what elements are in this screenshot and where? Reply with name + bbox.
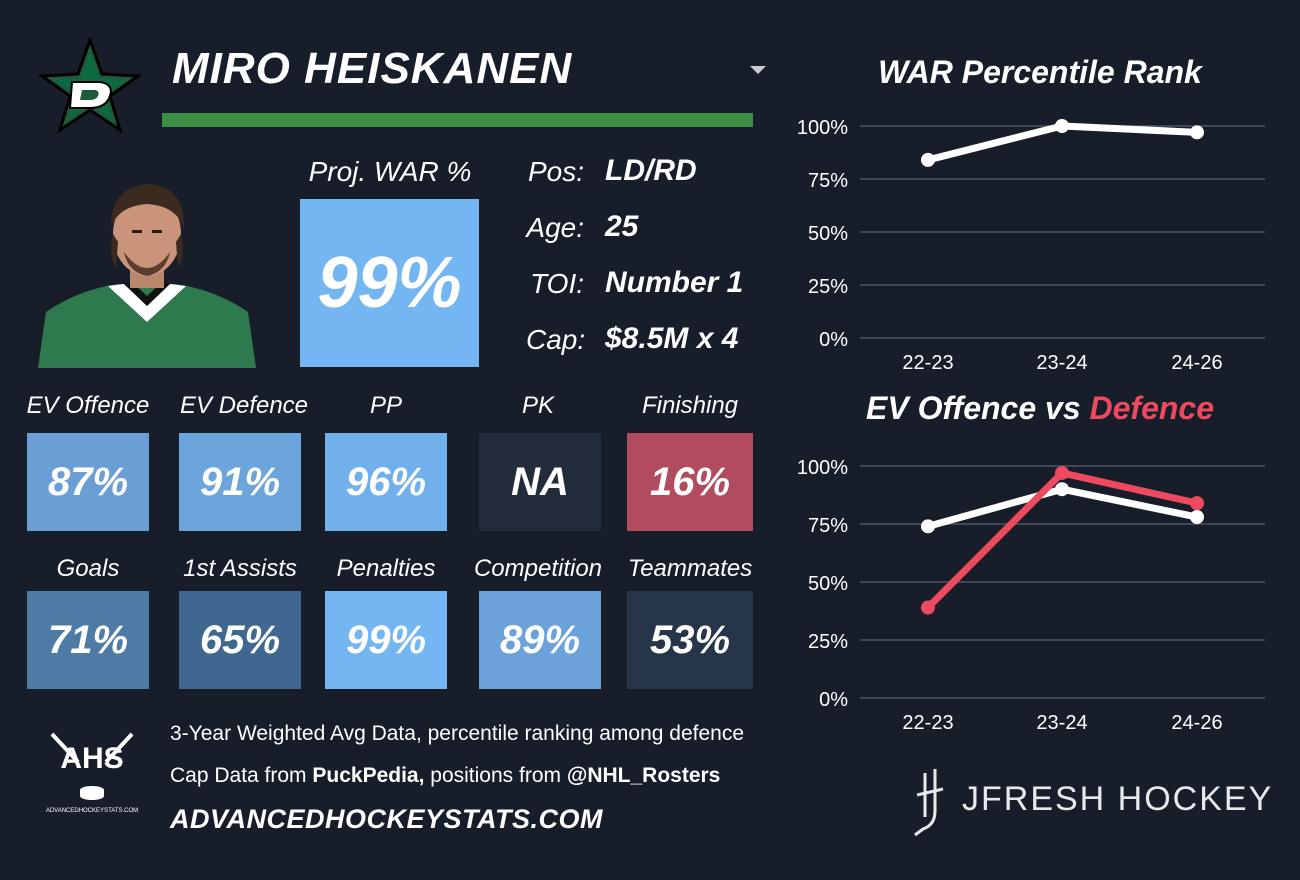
stat-box-competition: 89% (479, 591, 601, 689)
data-point (1055, 119, 1069, 133)
stat-value-goals: 71% (47, 617, 129, 662)
stat-label-ev-offence: EV Offence (26, 392, 150, 419)
stat-box-pk: NA (479, 433, 601, 531)
stat-value-1st-assists: 65% (199, 617, 281, 662)
data-point (1190, 125, 1204, 140)
x-tick-label: 23-24 (1036, 712, 1087, 734)
chevron-down-icon[interactable] (750, 66, 766, 74)
info-value-age: 25 (605, 210, 639, 243)
ahs-logo-subtext: ADVANCEDHOCKEYSTATS.COM (45, 808, 139, 814)
source-nhl-rosters: @NHL_Rosters (566, 764, 721, 787)
ev-offence-defence-chart: 0% 25% 50% 75% 100% 22-23 23-24 24-26 (797, 457, 1265, 734)
y-tick-label: 0% (819, 689, 848, 711)
stat-box-ev-defence: 91% (179, 433, 301, 531)
stat-label-ev-defence: EV Defence (179, 392, 309, 419)
footnote-line2: Cap Data from PuckPedia, positions from … (170, 764, 720, 788)
data-point (921, 519, 935, 534)
stat-value-pk: NA (511, 459, 569, 504)
stat-label-goals: Goals (56, 555, 120, 582)
y-tick-label: 100% (797, 457, 848, 479)
ahs-logo-text: AHS (60, 742, 124, 775)
y-tick-label: 50% (808, 573, 848, 595)
stat-value-pp: 96% (345, 459, 427, 504)
chart-title-ev-defence: Defence (1089, 390, 1215, 426)
stat-box-ev-offence: 87% (27, 433, 149, 531)
footnote-middle: positions from (424, 764, 567, 787)
chart-title-ev-offence: EV Offence vs (865, 390, 1090, 426)
stat-label-pk: PK (521, 392, 554, 419)
site-url[interactable]: ADVANCEDHOCKEYSTATS.COM (170, 804, 604, 834)
team-color-bar (162, 113, 753, 127)
x-tick-label: 24-26 (1171, 352, 1222, 374)
stat-box-teammates: 53% (627, 591, 753, 689)
data-point (1055, 465, 1069, 480)
player-photo (38, 172, 256, 368)
info-label-toi: TOI: (530, 268, 584, 299)
y-tick-label: 75% (808, 515, 848, 537)
chart-title-ev: EV Offence vs Defence (780, 390, 1300, 427)
stat-label-1st-assists: 1st Assists (183, 555, 297, 582)
stat-box-finishing: 16% (627, 433, 753, 531)
x-tick-label: 24-26 (1171, 712, 1222, 734)
team-logo (37, 38, 143, 134)
y-tick-label: 0% (819, 329, 848, 351)
jfresh-logo-icon (914, 769, 944, 837)
stat-label-penalties: Penalties (336, 555, 436, 582)
proj-war-value: 99% (317, 243, 462, 323)
info-label-pos: Pos: (527, 156, 584, 187)
chart-title-war: WAR Percentile Rank (878, 54, 1202, 90)
proj-war-label: Proj. WAR % (308, 156, 472, 187)
data-point (921, 152, 935, 167)
info-value-toi: Number 1 (605, 266, 744, 299)
x-tick-label: 22-23 (902, 352, 953, 374)
proj-war-box: 99% (300, 199, 479, 367)
footnote-line1: 3-Year Weighted Avg Data, percentile ran… (170, 722, 744, 745)
data-point (1190, 510, 1204, 525)
stat-value-teammates: 53% (649, 617, 731, 662)
y-tick-label: 75% (808, 170, 848, 192)
ahs-logo: AHS ADVANCEDHOCKEYSTATS.COM (38, 728, 146, 818)
stat-value-competition: 89% (499, 617, 581, 662)
y-tick-label: 100% (797, 117, 848, 139)
stat-label-competition: Competition (473, 555, 603, 582)
data-point (1055, 482, 1069, 497)
x-tick-label: 22-23 (902, 712, 953, 734)
stat-box-pp: 96% (325, 433, 447, 531)
stat-box-goals: 71% (27, 591, 149, 689)
footnote-prefix: Cap Data from (170, 764, 313, 787)
source-puckpedia: PuckPedia, (312, 764, 425, 787)
hockey-sticks-icon (50, 732, 134, 800)
info-value-cap: $8.5M x 4 (605, 322, 739, 355)
stat-label-pp: PP (369, 392, 402, 419)
stat-value-ev-offence: 87% (47, 459, 129, 504)
brand-name: JFRESH HOCKEY (962, 780, 1274, 818)
stat-box-1st-assists: 65% (179, 591, 301, 689)
stat-box-penalties: 99% (325, 591, 447, 689)
data-point (1190, 496, 1204, 511)
stat-label-finishing: Finishing (641, 392, 739, 419)
info-label-cap: Cap: (526, 324, 586, 355)
stat-label-teammates: Teammates (627, 555, 753, 582)
y-tick-label: 25% (808, 276, 848, 298)
info-label-age: Age: (526, 212, 584, 243)
player-name: MIRO HEISKANEN (172, 44, 573, 93)
stat-value-ev-defence: 91% (199, 459, 281, 504)
war-percentile-chart: 0% 25% 50% 75% 100% 22-23 23-24 24-26 (797, 117, 1265, 374)
info-value-pos: LD/RD (605, 154, 697, 187)
x-tick-label: 23-24 (1036, 352, 1087, 374)
stat-value-penalties: 99% (345, 617, 427, 662)
data-point (921, 600, 935, 615)
y-tick-label: 25% (808, 631, 848, 653)
stat-value-finishing: 16% (649, 459, 731, 504)
y-tick-label: 50% (808, 223, 848, 245)
